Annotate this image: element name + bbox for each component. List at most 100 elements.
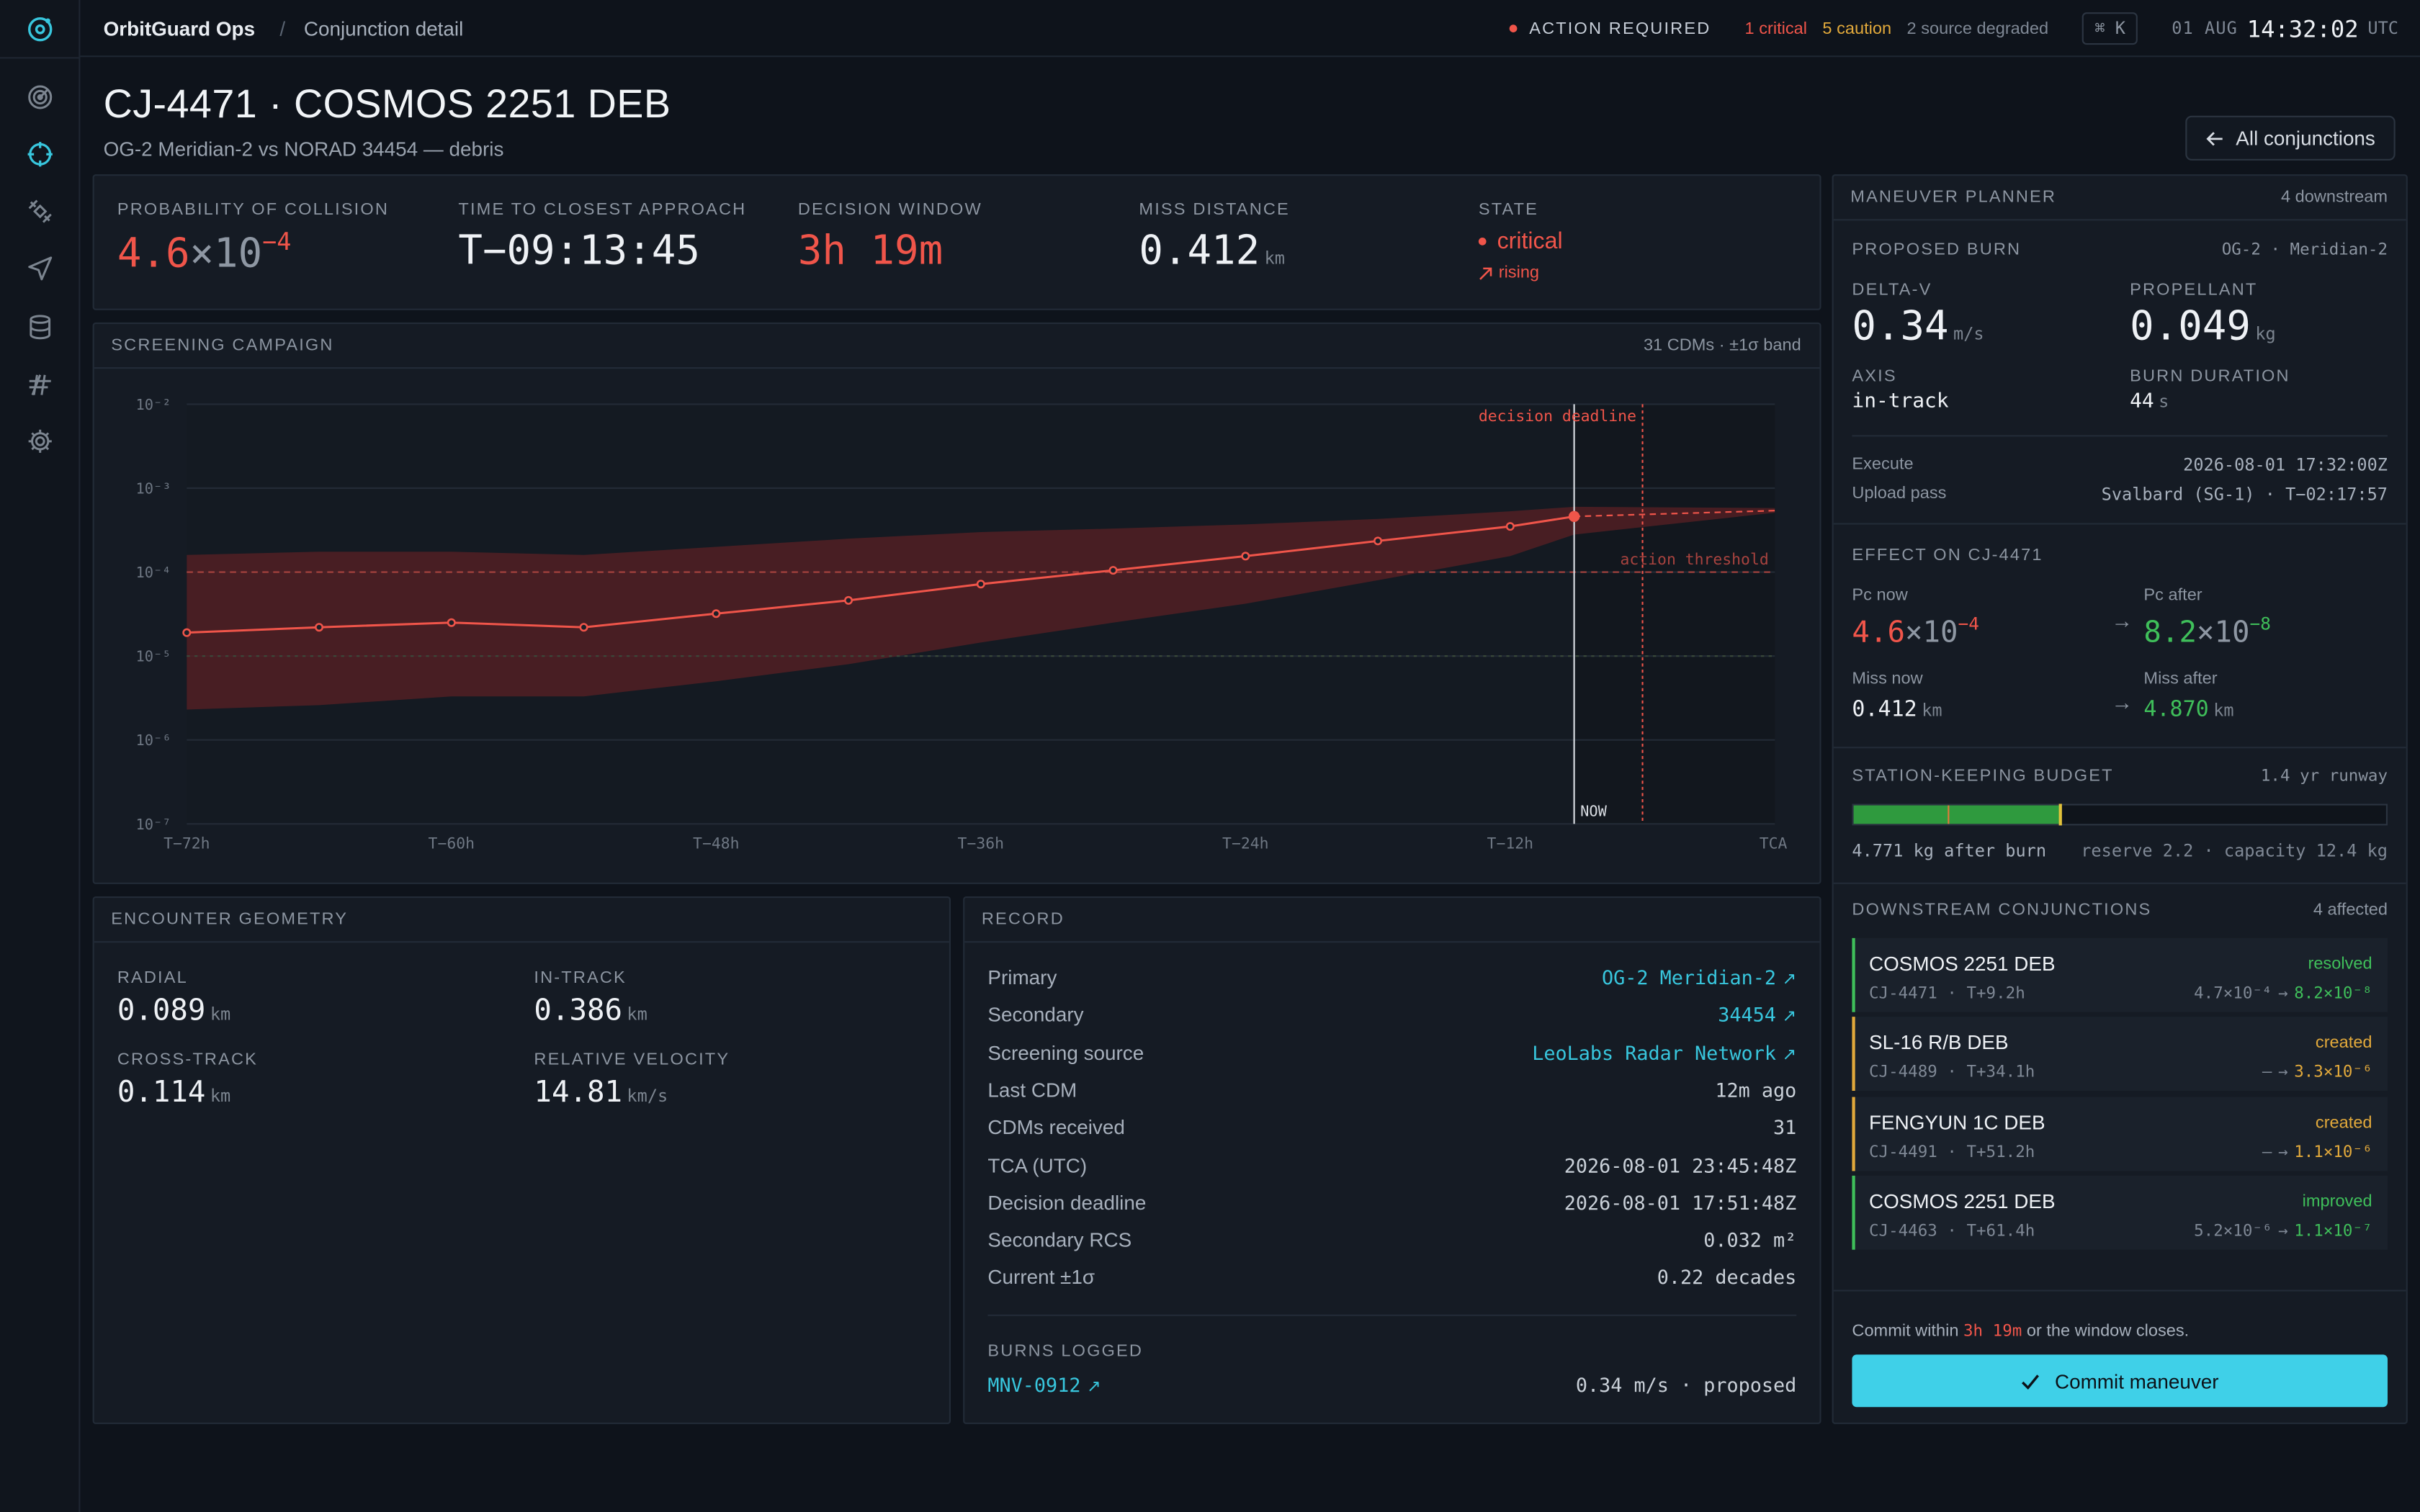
external-link-icon: ↗ [1782, 1043, 1797, 1064]
status-cluster: ACTION REQUIRED 1 critical 5 caution 2 s… [1509, 0, 2420, 57]
miss-now-unit: km [1922, 700, 1942, 721]
burn-duration-unit: s [2159, 392, 2169, 413]
miss-now: Miss now 0.412 km [1852, 670, 1942, 722]
kpi-miss-unit: km [1264, 248, 1285, 269]
pc-trend-chart[interactable]: 10⁻² 10⁻³ 10⁻⁴ 10⁻⁵ 10⁻⁶ 10⁻⁷ T−72h T−60h T−48h T… [94, 369, 1820, 884]
encounter-geometry-panel: ENCOUNTER GEOMETRY RADIAL 0.089 km IN-TRA… [92, 896, 951, 1424]
record-link[interactable]: LeoLabs Radar Network ↗ [1532, 1041, 1796, 1064]
y-tick-label: 10⁻² [136, 396, 171, 413]
downstream-from: — [2262, 1063, 2272, 1082]
brand-name[interactable]: OrbitGuard Ops [103, 16, 256, 40]
upload-value: Svalbard (SG-1) · T−02:17:57 [2101, 484, 2388, 505]
downstream-sub: CJ-4471 · T+9.2h [1869, 984, 2025, 1003]
upload-label: Upload pass [1852, 484, 1947, 503]
cdm-point [1505, 522, 1515, 531]
state-trend-label: rising [1498, 264, 1540, 283]
downstream-to: 1.1×10⁻⁶ [2294, 1142, 2372, 1161]
antenna-icon[interactable] [26, 370, 54, 398]
record-link[interactable]: OG-2 Meridian-2 ↗ [1602, 966, 1796, 989]
geom-radial: RADIAL 0.089 km [117, 969, 230, 1027]
maneuver-planner-panel: MANEUVER PLANNER 4 downstream PROPOSED B… [1832, 174, 2408, 1424]
clock-timezone: UTC [2367, 18, 2398, 39]
kpi-pc-base: ×10 [189, 231, 263, 278]
encounter-geometry-header: ENCOUNTER GEOMETRY [94, 898, 949, 943]
effect-label: EFFECT ON CJ-4471 [1852, 546, 2043, 565]
satellite-icon[interactable] [26, 197, 54, 225]
page-subtitle: OG-2 Meridian-2 vs NORAD 34454 — debris [103, 137, 504, 161]
confidence-band [187, 506, 1775, 710]
command-palette-shortcut[interactable]: ⌘ K [2082, 12, 2138, 45]
x-tick-label: T−72h [163, 835, 210, 853]
x-tick-label: TCA [1760, 835, 1788, 853]
pc-after-base: ×10 [2196, 615, 2250, 650]
cdm-point [1373, 536, 1383, 546]
screening-campaign-header: SCREENING CAMPAIGN 31 CDMs · ±1σ band [94, 324, 1820, 369]
execute-label: Execute [1852, 455, 1914, 474]
record-value-text: 12m ago [1715, 1078, 1797, 1102]
degraded-count[interactable]: 2 source degraded [1906, 19, 2049, 38]
budget-reserve-marker [1948, 805, 1950, 824]
deadline-label: decision deadline [1479, 408, 1636, 426]
commit-maneuver-button[interactable]: Commit maneuver [1852, 1354, 2388, 1408]
arrow-right-icon: → [2111, 608, 2133, 633]
planner-divider-3 [1833, 747, 2406, 749]
cdm-point [447, 618, 456, 627]
record-key: TCA (UTC) [987, 1153, 1088, 1176]
cdm-point [315, 623, 324, 632]
burn-id-link[interactable]: MNV-0912 ↗ [987, 1373, 1101, 1396]
arrow-right-icon: → [2278, 1063, 2288, 1082]
downstream-item[interactable]: SL-16 R/B DEB created CJ-4489 · T+34.1h — → 3… [1852, 1017, 2388, 1092]
all-conjunctions-label: All conjunctions [2236, 126, 2375, 150]
send-icon[interactable] [26, 255, 54, 283]
y-tick-label: 10⁻⁷ [136, 816, 171, 833]
geom-relvel: RELATIVE VELOCITY 14.81 km/s [534, 1050, 730, 1109]
radar-icon[interactable] [26, 84, 54, 112]
orbit-logo-icon[interactable] [24, 14, 55, 45]
burn-duration: BURN DURATION 44 s [2130, 367, 2290, 413]
record-value-text: 2026-08-01 23:45:48Z [1564, 1153, 1797, 1176]
record-key: Current ±1σ [987, 1265, 1095, 1290]
caution-count[interactable]: 5 caution [1822, 19, 1892, 38]
action-threshold-label: action threshold [1621, 551, 1769, 569]
downstream-name: FENGYUN 1C DEB [1869, 1110, 2045, 1134]
geom-intrack-label: IN-TRACK [534, 968, 627, 988]
proposed-burn-target: OG-2 · Meridian-2 [2221, 240, 2388, 259]
record-value-text: 34454 [1718, 1003, 1776, 1027]
database-icon[interactable] [26, 313, 54, 341]
geom-crosstrack-unit: km [210, 1086, 231, 1107]
geom-intrack-unit: km [627, 1004, 647, 1025]
budget-detail-row: 4.771 kg after burn reserve 2.2 · capaci… [1852, 841, 2388, 861]
record-value-text: OG-2 Meridian-2 [1602, 966, 1776, 989]
record-value-text: 0.22 decades [1657, 1265, 1797, 1290]
record-title: RECORD [981, 910, 1065, 929]
downstream-item[interactable]: COSMOS 2251 DEB improved CJ-4463 · T+61.4h… [1852, 1175, 2388, 1250]
gear-icon[interactable] [26, 428, 54, 456]
kpi-miss: MISS DISTANCE 0.412 km [1139, 201, 1289, 275]
geom-intrack-number: 0.386 [534, 994, 623, 1028]
downstream-item[interactable]: COSMOS 2251 DEB resolved CJ-4471 · T+9.2h 4… [1852, 937, 2388, 1012]
record-key: Secondary RCS [987, 1228, 1132, 1252]
burn-axis-value: in-track [1852, 390, 1949, 414]
record-link[interactable]: 34454 ↗ [1718, 1003, 1796, 1026]
downstream-delta: — → 1.1×10⁻⁶ [2262, 1143, 2372, 1161]
pc-after: Pc after 8.2×10−8 [2143, 586, 2271, 649]
record-value: 2026-08-01 23:45:48Z [1564, 1153, 1797, 1176]
record-row: CDMs received 31 [987, 1116, 1796, 1139]
downstream-meta: 4 affected [2313, 901, 2388, 920]
downstream-delta: 5.2×10⁻⁶ → 1.1×10⁻⁷ [2194, 1222, 2372, 1241]
pc-series-line [187, 515, 1574, 634]
miss-after: Miss after 4.870 km [2143, 670, 2233, 722]
miss-after-label: Miss after [2143, 670, 2218, 688]
propellant-unit: kg [2255, 324, 2276, 344]
downstream-item[interactable]: FENGYUN 1C DEB created CJ-4491 · T+51.2h — →… [1852, 1096, 2388, 1171]
downstream-name: COSMOS 2251 DEB [1869, 1189, 2056, 1213]
propellant-value: 0.049 kg [2130, 304, 2276, 350]
critical-count[interactable]: 1 critical [1744, 19, 1807, 38]
delta-v-value: 0.34 m/s [1852, 304, 1984, 350]
crosshair-icon[interactable] [26, 140, 54, 168]
geom-intrack-value: 0.386 km [534, 994, 647, 1027]
downstream-name: SL-16 R/B DEB [1869, 1031, 2009, 1055]
miss-now-label: Miss now [1852, 670, 1923, 688]
screening-campaign-panel: SCREENING CAMPAIGN 31 CDMs · ±1σ band 10… [92, 322, 1821, 884]
all-conjunctions-button[interactable]: All conjunctions [2184, 115, 2396, 161]
